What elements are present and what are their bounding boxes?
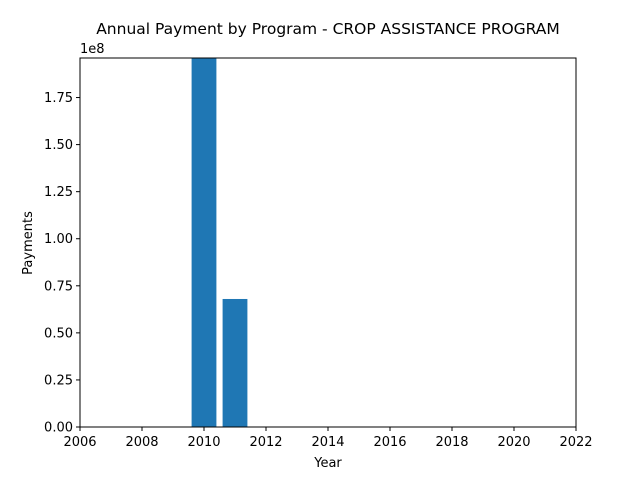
- y-tick-label: 1.50: [44, 138, 73, 153]
- x-tick-label: 2020: [497, 435, 530, 450]
- y-tick-label: 0.25: [44, 373, 73, 388]
- bars-group: [191, 58, 248, 427]
- x-tick-label: 2014: [311, 435, 344, 450]
- x-tick-label: 2010: [187, 435, 220, 450]
- y-tick-label: 0.75: [44, 279, 73, 294]
- y-axis-offset-label: 1e8: [80, 42, 105, 57]
- x-axis-ticks: 2006 2008 2010 2012 2014 2016 2018 2020 2022: [63, 427, 593, 450]
- x-tick-label: 2016: [373, 435, 406, 450]
- bar-2010: [191, 58, 217, 427]
- x-tick-label: 2018: [435, 435, 468, 450]
- chart-title: Annual Payment by Program - CROP ASSISTA…: [96, 20, 560, 38]
- y-tick-label: 1.75: [44, 91, 73, 106]
- x-tick-label: 2012: [249, 435, 282, 450]
- x-tick-label: 2006: [63, 435, 96, 450]
- y-tick-label: 1.00: [44, 232, 73, 247]
- y-tick-label: 0.00: [44, 421, 73, 436]
- x-axis-label: Year: [313, 456, 342, 471]
- bar-2011: [222, 298, 248, 427]
- plot-frame: [79, 57, 577, 428]
- x-tick-label: 2022: [559, 435, 592, 450]
- y-axis-ticks: 0.00 0.25 0.50 0.75 1.00 1.25 1.50 1.75: [44, 91, 80, 436]
- x-tick-label: 2008: [125, 435, 158, 450]
- y-axis-label: Payments: [21, 211, 36, 275]
- y-tick-label: 0.50: [44, 326, 73, 341]
- y-tick-label: 1.25: [44, 185, 73, 200]
